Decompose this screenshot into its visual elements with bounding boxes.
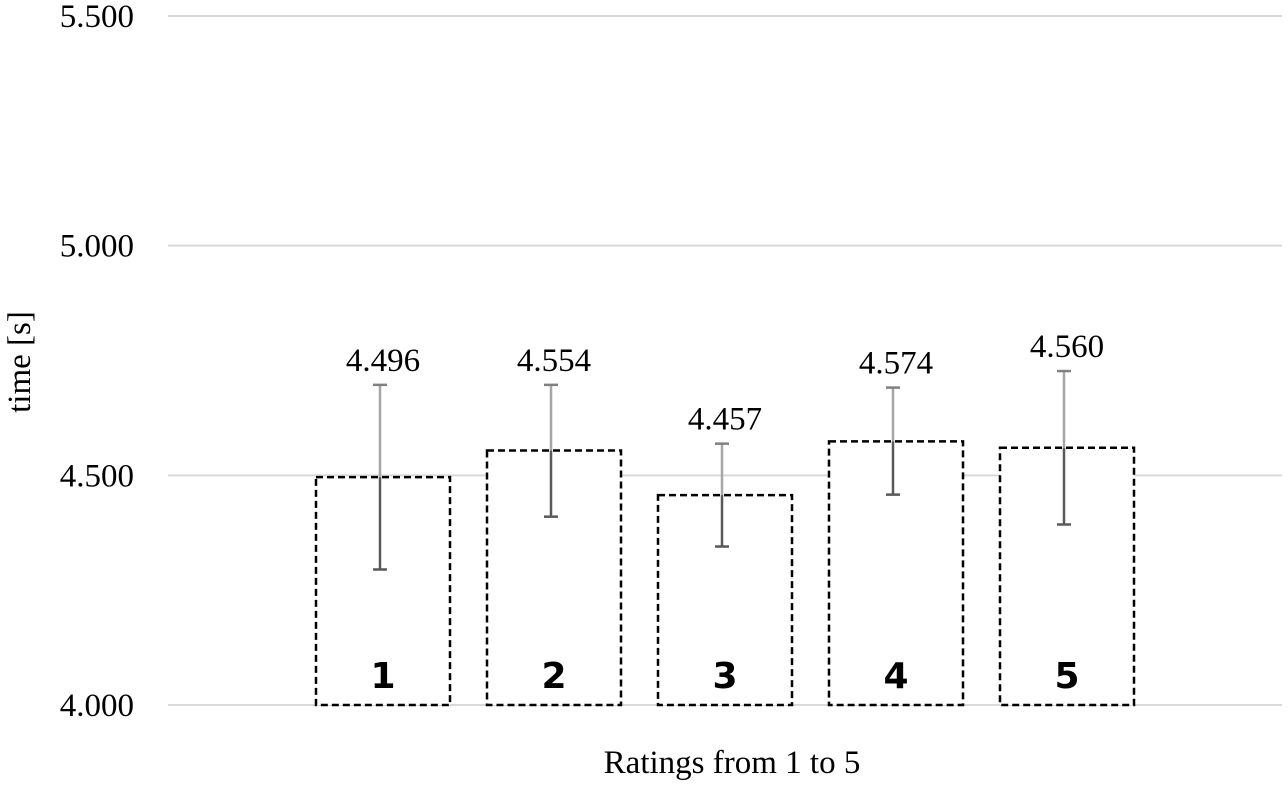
bar xyxy=(485,449,623,707)
category-label: 3 xyxy=(712,656,737,697)
category-label: 4 xyxy=(883,656,908,697)
y-tick-label: 5.500 xyxy=(60,0,134,35)
category-label: 2 xyxy=(541,656,566,697)
category-label: 5 xyxy=(1054,656,1079,697)
bars: 1 2 3 4 5 xyxy=(314,440,1136,707)
value-label: 4.554 xyxy=(517,343,591,379)
value-label: 4.574 xyxy=(859,346,933,382)
bar xyxy=(314,475,452,707)
bar xyxy=(656,493,794,707)
y-tick-label: 4.500 xyxy=(60,458,134,494)
error-bars xyxy=(373,369,1071,571)
bar xyxy=(827,440,965,707)
data-labels: 4.496 4.554 4.457 4.574 4.560 xyxy=(346,329,1104,438)
value-label: 4.496 xyxy=(346,343,420,379)
bar xyxy=(998,446,1136,707)
y-axis-ticks: 4.000 4.500 5.000 5.500 xyxy=(60,0,134,724)
value-label: 4.560 xyxy=(1030,329,1104,365)
y-axis-label: time [s] xyxy=(2,311,38,413)
y-tick-label: 5.000 xyxy=(60,229,134,265)
y-tick-label: 4.000 xyxy=(60,688,134,724)
x-axis-label: Ratings from 1 to 5 xyxy=(604,745,861,781)
value-label: 4.457 xyxy=(688,402,762,438)
category-label: 1 xyxy=(370,656,395,697)
